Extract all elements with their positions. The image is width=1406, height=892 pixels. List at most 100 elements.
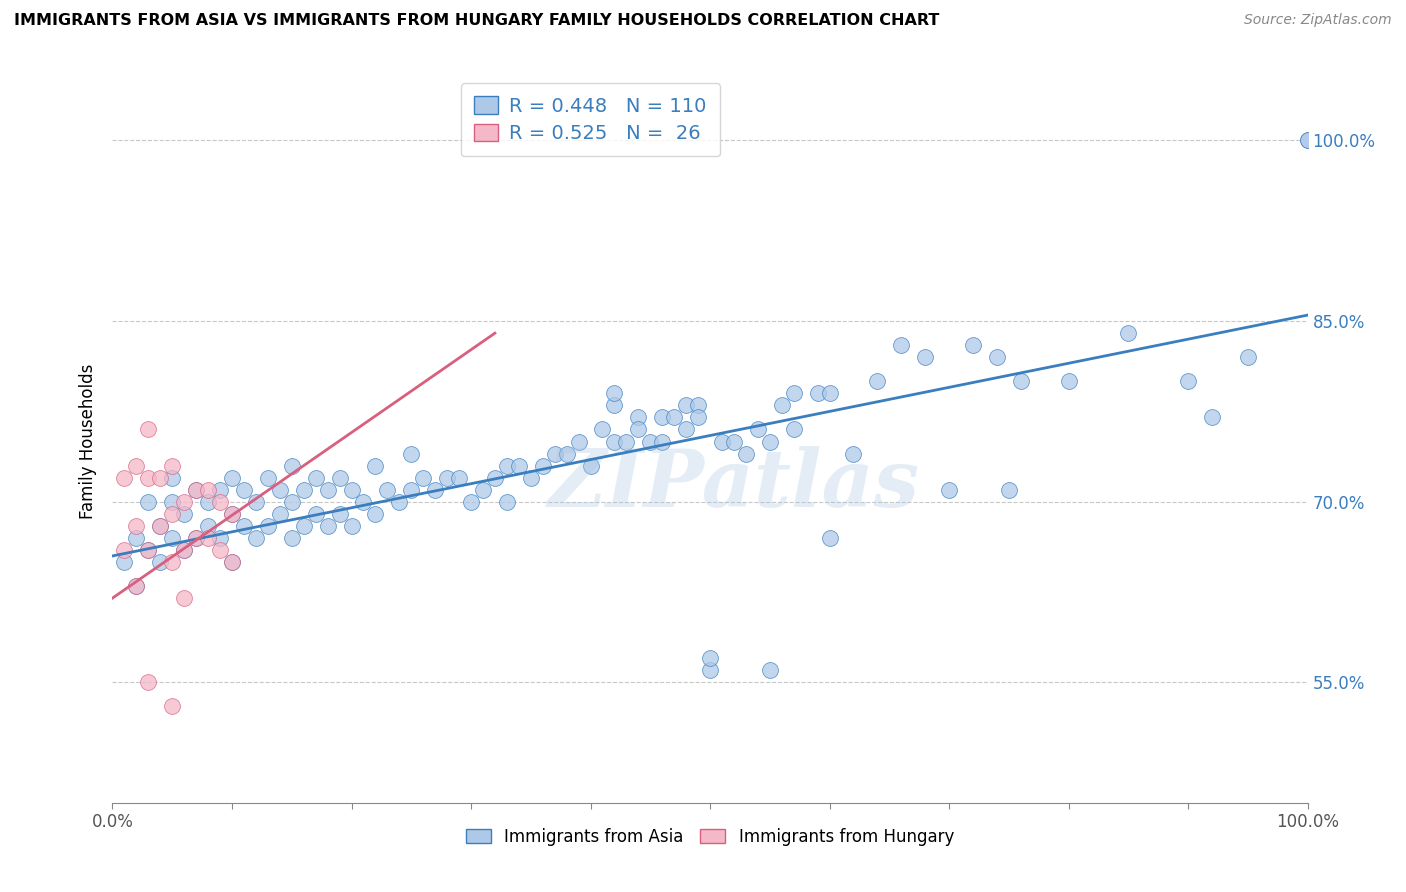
Point xyxy=(221,555,243,569)
Point xyxy=(125,531,148,545)
Point xyxy=(281,494,304,508)
Point xyxy=(401,483,423,497)
Point xyxy=(377,483,399,497)
Point xyxy=(281,458,304,473)
Point xyxy=(675,398,697,412)
Point xyxy=(329,507,352,521)
Point xyxy=(723,434,745,449)
Point xyxy=(747,423,769,437)
Point xyxy=(340,483,363,497)
Point xyxy=(998,483,1021,497)
Point xyxy=(783,386,806,401)
Point xyxy=(1010,375,1032,389)
Point xyxy=(138,675,160,690)
Point xyxy=(138,542,160,557)
Point xyxy=(592,423,614,437)
Point xyxy=(914,350,936,364)
Point xyxy=(197,531,219,545)
Point xyxy=(496,494,519,508)
Point xyxy=(675,423,697,437)
Point xyxy=(221,555,243,569)
Point xyxy=(664,410,686,425)
Point xyxy=(759,664,782,678)
Point xyxy=(138,542,160,557)
Text: ZIPatlas: ZIPatlas xyxy=(548,446,920,524)
Point xyxy=(221,471,243,485)
Point xyxy=(162,494,183,508)
Point xyxy=(162,471,183,485)
Point xyxy=(197,494,219,508)
Legend: Immigrants from Asia, Immigrants from Hungary: Immigrants from Asia, Immigrants from Hu… xyxy=(460,821,960,852)
Point xyxy=(209,542,232,557)
Point xyxy=(1237,350,1260,364)
Point xyxy=(938,483,960,497)
Point xyxy=(292,483,315,497)
Point xyxy=(316,483,339,497)
Point xyxy=(890,338,912,352)
Point xyxy=(269,507,291,521)
Point xyxy=(138,494,160,508)
Point xyxy=(114,555,135,569)
Point xyxy=(305,507,328,521)
Point xyxy=(688,410,710,425)
Point xyxy=(401,446,423,460)
Point xyxy=(269,483,291,497)
Point xyxy=(281,531,304,545)
Point xyxy=(412,471,434,485)
Point xyxy=(568,434,591,449)
Point xyxy=(173,507,195,521)
Point xyxy=(221,507,243,521)
Point xyxy=(627,410,650,425)
Point xyxy=(125,579,148,593)
Text: IMMIGRANTS FROM ASIA VS IMMIGRANTS FROM HUNGARY FAMILY HOUSEHOLDS CORRELATION CH: IMMIGRANTS FROM ASIA VS IMMIGRANTS FROM … xyxy=(14,13,939,29)
Point xyxy=(257,519,280,533)
Point xyxy=(149,555,172,569)
Point xyxy=(699,664,721,678)
Point xyxy=(186,483,208,497)
Point xyxy=(149,471,172,485)
Point xyxy=(364,458,387,473)
Point xyxy=(221,507,243,521)
Point xyxy=(866,375,889,389)
Point xyxy=(233,519,256,533)
Point xyxy=(340,519,363,533)
Point xyxy=(162,507,183,521)
Point xyxy=(555,446,578,460)
Point xyxy=(138,423,160,437)
Point xyxy=(603,386,626,401)
Point xyxy=(245,531,267,545)
Point xyxy=(209,494,232,508)
Point xyxy=(1296,133,1319,147)
Point xyxy=(329,471,352,485)
Point xyxy=(316,519,339,533)
Point xyxy=(699,651,721,665)
Point xyxy=(425,483,447,497)
Point xyxy=(173,591,195,606)
Point xyxy=(233,483,256,497)
Point xyxy=(1118,326,1140,341)
Point xyxy=(818,386,841,401)
Point xyxy=(436,471,458,485)
Point xyxy=(173,494,195,508)
Point xyxy=(603,398,626,412)
Point xyxy=(257,471,280,485)
Point xyxy=(1296,133,1319,147)
Point xyxy=(603,434,626,449)
Point xyxy=(186,531,208,545)
Point xyxy=(173,542,195,557)
Point xyxy=(579,458,602,473)
Point xyxy=(353,494,375,508)
Point xyxy=(531,458,554,473)
Point xyxy=(460,494,482,508)
Point xyxy=(388,494,411,508)
Point xyxy=(842,446,865,460)
Point xyxy=(125,579,148,593)
Point xyxy=(114,542,135,557)
Point xyxy=(162,531,183,545)
Point xyxy=(449,471,471,485)
Point xyxy=(173,542,195,557)
Point xyxy=(197,519,219,533)
Point xyxy=(688,398,710,412)
Point xyxy=(616,434,638,449)
Point xyxy=(197,483,219,497)
